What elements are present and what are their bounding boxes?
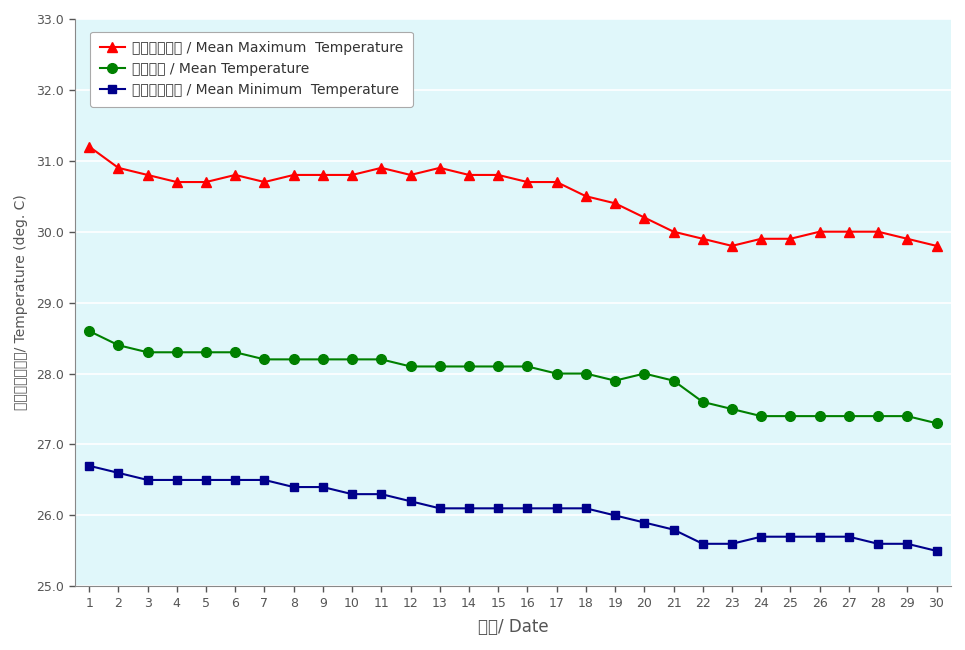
平均氣溫 / Mean Temperature bbox=[609, 377, 620, 385]
平均最高氣溫 / Mean Maximum  Temperature bbox=[697, 235, 708, 242]
Y-axis label: 溫度（攝氏度）/ Temperature (deg. C): 溫度（攝氏度）/ Temperature (deg. C) bbox=[14, 195, 28, 411]
平均氣溫 / Mean Temperature bbox=[113, 341, 124, 349]
平均最高氣溫 / Mean Maximum  Temperature bbox=[288, 171, 299, 179]
平均最高氣溫 / Mean Maximum  Temperature bbox=[609, 200, 620, 207]
平均最高氣溫 / Mean Maximum  Temperature bbox=[813, 227, 825, 235]
平均最低氣溫 / Mean Minimum  Temperature bbox=[230, 476, 241, 484]
Line: 平均氣溫 / Mean Temperature: 平均氣溫 / Mean Temperature bbox=[84, 326, 942, 428]
平均最高氣溫 / Mean Maximum  Temperature bbox=[142, 171, 153, 179]
平均氣溫 / Mean Temperature bbox=[230, 348, 241, 356]
平均最低氣溫 / Mean Minimum  Temperature bbox=[551, 504, 563, 512]
平均氣溫 / Mean Temperature bbox=[83, 327, 95, 335]
平均氣溫 / Mean Temperature bbox=[142, 348, 153, 356]
平均最高氣溫 / Mean Maximum  Temperature bbox=[727, 242, 738, 250]
平均氣溫 / Mean Temperature bbox=[375, 356, 387, 363]
平均最高氣溫 / Mean Maximum  Temperature bbox=[346, 171, 358, 179]
平均最高氣溫 / Mean Maximum  Temperature bbox=[872, 227, 884, 235]
平均最高氣溫 / Mean Maximum  Temperature bbox=[171, 178, 182, 186]
平均最高氣溫 / Mean Maximum  Temperature bbox=[434, 164, 446, 172]
平均最高氣溫 / Mean Maximum  Temperature bbox=[901, 235, 913, 242]
平均最低氣溫 / Mean Minimum  Temperature bbox=[200, 476, 211, 484]
平均氣溫 / Mean Temperature bbox=[901, 412, 913, 420]
平均最高氣溫 / Mean Maximum  Temperature bbox=[463, 171, 475, 179]
平均最高氣溫 / Mean Maximum  Temperature bbox=[317, 171, 329, 179]
平均氣溫 / Mean Temperature bbox=[697, 398, 708, 406]
平均最高氣溫 / Mean Maximum  Temperature bbox=[756, 235, 767, 242]
Line: 平均最高氣溫 / Mean Maximum  Temperature: 平均最高氣溫 / Mean Maximum Temperature bbox=[84, 142, 942, 251]
平均氣溫 / Mean Temperature bbox=[785, 412, 796, 420]
平均最低氣溫 / Mean Minimum  Temperature bbox=[785, 533, 796, 541]
平均最高氣溫 / Mean Maximum  Temperature bbox=[113, 164, 124, 172]
平均最高氣溫 / Mean Maximum  Temperature bbox=[785, 235, 796, 242]
平均氣溫 / Mean Temperature bbox=[639, 370, 650, 378]
平均最高氣溫 / Mean Maximum  Temperature bbox=[930, 242, 942, 250]
平均最高氣溫 / Mean Maximum  Temperature bbox=[551, 178, 563, 186]
平均最高氣溫 / Mean Maximum  Temperature bbox=[668, 227, 679, 235]
平均最低氣溫 / Mean Minimum  Temperature bbox=[259, 476, 270, 484]
平均氣溫 / Mean Temperature bbox=[288, 356, 299, 363]
平均最低氣溫 / Mean Minimum  Temperature bbox=[142, 476, 153, 484]
平均最低氣溫 / Mean Minimum  Temperature bbox=[522, 504, 534, 512]
平均氣溫 / Mean Temperature bbox=[727, 405, 738, 413]
平均最低氣溫 / Mean Minimum  Temperature bbox=[901, 540, 913, 548]
平均氣溫 / Mean Temperature bbox=[756, 412, 767, 420]
平均最低氣溫 / Mean Minimum  Temperature bbox=[434, 504, 446, 512]
平均最低氣溫 / Mean Minimum  Temperature bbox=[492, 504, 504, 512]
平均最低氣溫 / Mean Minimum  Temperature bbox=[375, 490, 387, 498]
平均最高氣溫 / Mean Maximum  Temperature bbox=[375, 164, 387, 172]
平均氣溫 / Mean Temperature bbox=[843, 412, 855, 420]
平均最高氣溫 / Mean Maximum  Temperature bbox=[83, 142, 95, 150]
平均最高氣溫 / Mean Maximum  Temperature bbox=[230, 171, 241, 179]
平均氣溫 / Mean Temperature bbox=[522, 363, 534, 370]
平均氣溫 / Mean Temperature bbox=[434, 363, 446, 370]
平均最高氣溫 / Mean Maximum  Temperature bbox=[492, 171, 504, 179]
平均最低氣溫 / Mean Minimum  Temperature bbox=[727, 540, 738, 548]
平均最低氣溫 / Mean Minimum  Temperature bbox=[639, 519, 650, 526]
平均最低氣溫 / Mean Minimum  Temperature bbox=[83, 462, 95, 470]
平均氣溫 / Mean Temperature bbox=[200, 348, 211, 356]
平均最低氣溫 / Mean Minimum  Temperature bbox=[843, 533, 855, 541]
平均最高氣溫 / Mean Maximum  Temperature bbox=[200, 178, 211, 186]
平均最低氣溫 / Mean Minimum  Temperature bbox=[872, 540, 884, 548]
平均氣溫 / Mean Temperature bbox=[930, 419, 942, 427]
平均氣溫 / Mean Temperature bbox=[463, 363, 475, 370]
平均最高氣溫 / Mean Maximum  Temperature bbox=[843, 227, 855, 235]
平均最高氣溫 / Mean Maximum  Temperature bbox=[580, 192, 592, 200]
平均氣溫 / Mean Temperature bbox=[492, 363, 504, 370]
平均氣溫 / Mean Temperature bbox=[551, 370, 563, 378]
平均氣溫 / Mean Temperature bbox=[580, 370, 592, 378]
平均最低氣溫 / Mean Minimum  Temperature bbox=[288, 483, 299, 491]
平均最高氣溫 / Mean Maximum  Temperature bbox=[404, 171, 416, 179]
平均氣溫 / Mean Temperature bbox=[813, 412, 825, 420]
平均最低氣溫 / Mean Minimum  Temperature bbox=[668, 526, 679, 534]
平均最低氣溫 / Mean Minimum  Temperature bbox=[113, 469, 124, 476]
平均氣溫 / Mean Temperature bbox=[171, 348, 182, 356]
平均最低氣溫 / Mean Minimum  Temperature bbox=[697, 540, 708, 548]
平均最高氣溫 / Mean Maximum  Temperature bbox=[522, 178, 534, 186]
平均最高氣溫 / Mean Maximum  Temperature bbox=[639, 214, 650, 222]
平均最低氣溫 / Mean Minimum  Temperature bbox=[463, 504, 475, 512]
平均最低氣溫 / Mean Minimum  Temperature bbox=[404, 497, 416, 505]
平均氣溫 / Mean Temperature bbox=[668, 377, 679, 385]
平均氣溫 / Mean Temperature bbox=[872, 412, 884, 420]
平均最低氣溫 / Mean Minimum  Temperature bbox=[813, 533, 825, 541]
X-axis label: 日期/ Date: 日期/ Date bbox=[478, 618, 548, 636]
平均氣溫 / Mean Temperature bbox=[346, 356, 358, 363]
Legend: 平均最高氣溫 / Mean Maximum  Temperature, 平均氣溫 / Mean Temperature, 平均最低氣溫 / Mean Minim: 平均最高氣溫 / Mean Maximum Temperature, 平均氣溫 … bbox=[90, 31, 413, 107]
平均最高氣溫 / Mean Maximum  Temperature bbox=[259, 178, 270, 186]
平均最低氣溫 / Mean Minimum  Temperature bbox=[580, 504, 592, 512]
Line: 平均最低氣溫 / Mean Minimum  Temperature: 平均最低氣溫 / Mean Minimum Temperature bbox=[85, 462, 941, 555]
平均氣溫 / Mean Temperature bbox=[404, 363, 416, 370]
平均最低氣溫 / Mean Minimum  Temperature bbox=[171, 476, 182, 484]
平均最低氣溫 / Mean Minimum  Temperature bbox=[756, 533, 767, 541]
平均最低氣溫 / Mean Minimum  Temperature bbox=[346, 490, 358, 498]
平均最低氣溫 / Mean Minimum  Temperature bbox=[609, 512, 620, 519]
平均氣溫 / Mean Temperature bbox=[317, 356, 329, 363]
平均最低氣溫 / Mean Minimum  Temperature bbox=[317, 483, 329, 491]
平均最低氣溫 / Mean Minimum  Temperature bbox=[930, 547, 942, 555]
平均氣溫 / Mean Temperature bbox=[259, 356, 270, 363]
